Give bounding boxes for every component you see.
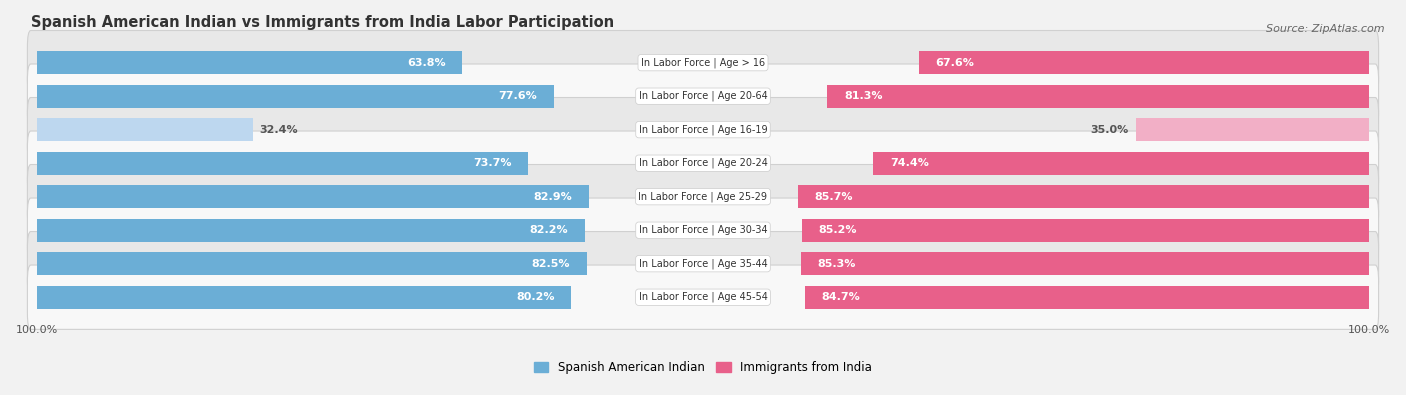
Bar	[38, 286, 571, 308]
Text: In Labor Force | Age 20-64: In Labor Force | Age 20-64	[638, 91, 768, 102]
FancyBboxPatch shape	[27, 198, 1379, 262]
Text: In Labor Force | Age 45-54: In Labor Force | Age 45-54	[638, 292, 768, 303]
Bar	[799, 185, 1368, 208]
Text: In Labor Force | Age 20-24: In Labor Force | Age 20-24	[638, 158, 768, 168]
FancyBboxPatch shape	[27, 265, 1379, 329]
Text: 73.7%: 73.7%	[472, 158, 512, 168]
Bar	[1136, 118, 1368, 141]
Text: Spanish American Indian vs Immigrants from India Labor Participation: Spanish American Indian vs Immigrants fr…	[31, 15, 614, 30]
Bar	[918, 51, 1368, 74]
Text: 85.3%: 85.3%	[817, 259, 856, 269]
Text: 80.2%: 80.2%	[516, 292, 554, 302]
Text: 81.3%: 81.3%	[844, 91, 883, 101]
Text: 82.2%: 82.2%	[529, 225, 568, 235]
Bar	[828, 85, 1368, 107]
Bar	[38, 118, 253, 141]
FancyBboxPatch shape	[27, 64, 1379, 128]
FancyBboxPatch shape	[27, 98, 1379, 162]
Text: In Labor Force | Age 25-29: In Labor Force | Age 25-29	[638, 192, 768, 202]
Text: 67.6%: 67.6%	[935, 58, 974, 68]
Bar	[38, 51, 463, 74]
Bar	[38, 252, 586, 275]
Text: 74.4%: 74.4%	[890, 158, 929, 168]
FancyBboxPatch shape	[27, 30, 1379, 95]
Bar	[38, 185, 589, 208]
Bar	[38, 152, 527, 175]
Bar	[804, 286, 1368, 308]
Text: 84.7%: 84.7%	[821, 292, 860, 302]
Legend: Spanish American Indian, Immigrants from India: Spanish American Indian, Immigrants from…	[534, 361, 872, 374]
Text: In Labor Force | Age 30-34: In Labor Force | Age 30-34	[638, 225, 768, 235]
Text: 63.8%: 63.8%	[406, 58, 446, 68]
Text: 85.7%: 85.7%	[815, 192, 853, 202]
Bar	[801, 252, 1368, 275]
Text: 82.5%: 82.5%	[531, 259, 569, 269]
Text: In Labor Force | Age 16-19: In Labor Force | Age 16-19	[638, 124, 768, 135]
Text: Source: ZipAtlas.com: Source: ZipAtlas.com	[1267, 24, 1385, 34]
Bar	[873, 152, 1368, 175]
FancyBboxPatch shape	[27, 231, 1379, 296]
Text: 77.6%: 77.6%	[499, 91, 537, 101]
Bar	[38, 85, 554, 107]
FancyBboxPatch shape	[27, 131, 1379, 196]
Text: 82.9%: 82.9%	[534, 192, 572, 202]
Text: 85.2%: 85.2%	[818, 225, 856, 235]
Text: 35.0%: 35.0%	[1091, 125, 1129, 135]
Bar	[801, 219, 1368, 242]
Text: In Labor Force | Age > 16: In Labor Force | Age > 16	[641, 57, 765, 68]
Bar	[38, 219, 585, 242]
Text: In Labor Force | Age 35-44: In Labor Force | Age 35-44	[638, 258, 768, 269]
Text: 32.4%: 32.4%	[260, 125, 298, 135]
FancyBboxPatch shape	[27, 165, 1379, 229]
